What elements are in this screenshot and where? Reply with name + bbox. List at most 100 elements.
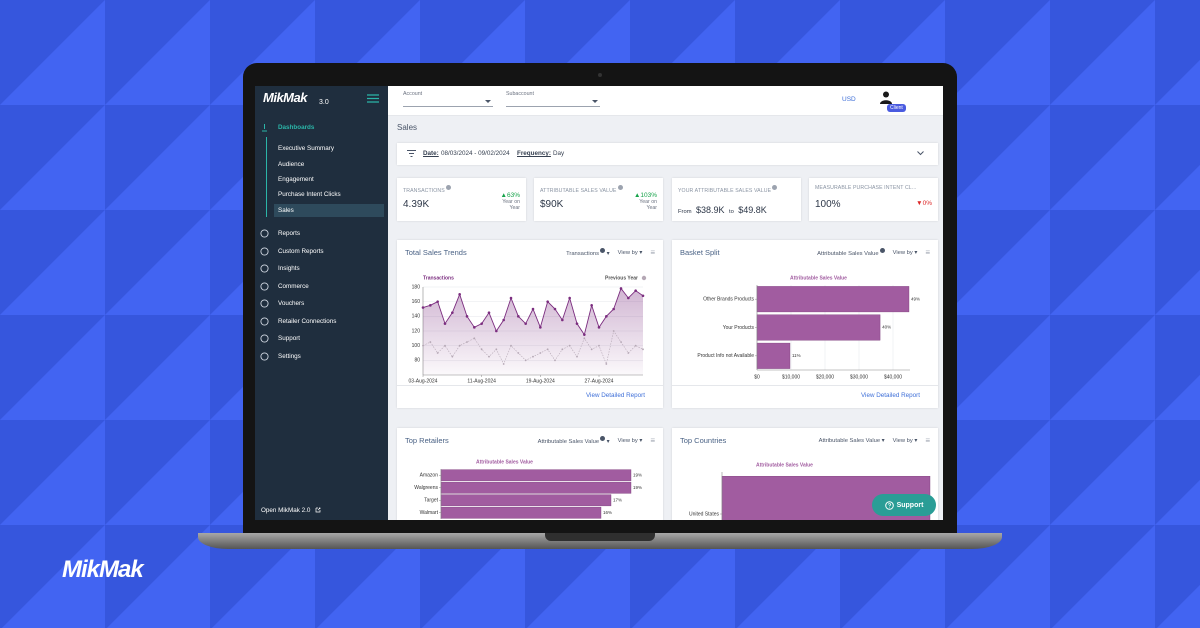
chart-subtitle: Attributable Sales Value [476, 459, 533, 465]
nav-item[interactable]: Reports [278, 230, 301, 237]
data-point [487, 311, 491, 314]
card-menu[interactable]: ≡ [650, 436, 655, 445]
data-point [429, 341, 432, 343]
kpi-value: 100% [815, 199, 841, 210]
data-point [524, 359, 527, 362]
nav-item[interactable]: Retailer Connections [278, 318, 337, 325]
card-menu[interactable]: ≡ [650, 248, 655, 257]
nav-item[interactable]: Settings [278, 353, 301, 360]
card-controls: Transactions ▾ View by ▾ ≡ [566, 248, 655, 257]
user-icon[interactable] [880, 91, 892, 104]
data-point [480, 322, 483, 325]
data-point [561, 348, 564, 351]
main-area: Account Subaccount USD Client Sales Date… [388, 86, 943, 520]
nav-subitem[interactable]: Audience [278, 161, 305, 168]
bar [440, 481, 632, 494]
data-point [568, 344, 571, 347]
nav-item[interactable]: Insights [278, 265, 300, 272]
caret [485, 100, 491, 103]
data-point [473, 337, 476, 340]
x-tick-label: 27-Aug-2024 [585, 378, 614, 384]
data-point [583, 333, 586, 336]
nav-subitem[interactable]: Sales [278, 207, 294, 214]
legend-swatch [641, 275, 647, 281]
view-by[interactable]: View by ▾ [617, 437, 643, 444]
nav-subitem[interactable]: Engagement [278, 176, 314, 183]
filter-bar[interactable]: Date: 08/03/2024 - 09/02/2024 Frequency:… [397, 143, 938, 165]
data-point [576, 355, 578, 358]
data-point [605, 363, 608, 365]
app-logo: MikMak [263, 90, 307, 105]
data-point [509, 296, 513, 300]
bar [440, 494, 612, 507]
metric-select[interactable]: Transactions ▾ [566, 248, 610, 257]
data-point [546, 348, 549, 351]
metric-select[interactable]: Attributable Sales Value ▾ [538, 436, 610, 445]
detail-link[interactable]: View Detailed Report [860, 392, 920, 399]
bar [440, 469, 632, 482]
category-label: Walgreens [414, 485, 438, 491]
kpi-range-from: $38.9K [695, 205, 725, 215]
camera [598, 73, 602, 77]
data-point [634, 344, 637, 347]
data-point [422, 344, 424, 347]
detail-link[interactable]: View Detailed Report [585, 392, 645, 399]
data-point [502, 363, 505, 365]
view-by[interactable]: View by ▾ [617, 249, 643, 256]
data-point [546, 300, 549, 303]
info-icon [600, 248, 606, 253]
nav-item[interactable]: Commerce [278, 283, 309, 290]
support-button[interactable]: Support [872, 494, 936, 516]
laptop-notch [545, 533, 655, 541]
metric-text: Attributable Sales Value [817, 251, 879, 257]
category-label: Walmart [420, 510, 439, 516]
menu-toggle[interactable] [367, 94, 379, 103]
topbar: Account Subaccount USD Client [388, 86, 943, 116]
nav-subitem[interactable]: Executive Summary [278, 145, 334, 152]
kpi-range: From $38.9K to $49.8K [678, 200, 767, 218]
data-point [458, 344, 461, 347]
nav-subitem[interactable]: Purchase Intent Clicks [278, 191, 341, 198]
subaccount-select[interactable] [506, 106, 600, 107]
nav-icon [260, 247, 269, 256]
nav-item[interactable]: Custom Reports [278, 248, 324, 255]
up-arrow: ▲ [500, 192, 507, 199]
metric-text: Attributable Sales Value [818, 437, 881, 444]
metric-text: Attributable Sales Value [537, 439, 600, 445]
card-menu[interactable]: ≡ [925, 436, 930, 445]
nav-section[interactable]: Dashboards [278, 124, 315, 131]
nav-item[interactable]: Support [278, 335, 301, 342]
y-tick-label: 100 [412, 343, 421, 349]
data-point [517, 352, 520, 354]
data-point [473, 326, 476, 329]
data-point [575, 322, 579, 325]
info-icon [617, 185, 623, 190]
account-select[interactable] [403, 106, 493, 107]
data-point [517, 315, 520, 318]
kpi-change-value: 0% [922, 200, 932, 207]
x-tick-label: $30,000 [850, 374, 868, 380]
laptop-base [198, 533, 1002, 549]
bar-chart: Attributable Sales Value $0 $10,000 $20,000… [697, 275, 920, 380]
nav-item[interactable]: Vouchers [278, 300, 305, 307]
nav-icon [260, 317, 269, 326]
open-legacy-link[interactable]: Open MikMak 2.0 [261, 507, 311, 514]
currency[interactable]: USD [842, 96, 856, 103]
view-by[interactable]: View by ▾ [892, 437, 918, 444]
view-by[interactable]: View by ▾ [892, 249, 918, 256]
data-point [495, 348, 498, 351]
data-label: 16% [603, 510, 612, 515]
card-menu[interactable]: ≡ [925, 248, 930, 257]
nav-icon [260, 299, 269, 308]
card-separator [672, 385, 938, 386]
category-label: Other Brands Products [703, 296, 754, 302]
chart-card: Total Sales Trends Transactions ▾ View by… [397, 240, 663, 408]
metric-select[interactable]: Attributable Sales Value [817, 248, 885, 257]
app-screen: MikMak 3.0 Dashboards Executive Summary … [255, 86, 943, 520]
metric-select[interactable]: Attributable Sales Value ▾ [818, 437, 885, 444]
nav-icon [260, 264, 269, 273]
data-point [495, 329, 498, 333]
card-title: Top Countries [680, 436, 727, 445]
data-point [620, 341, 622, 343]
